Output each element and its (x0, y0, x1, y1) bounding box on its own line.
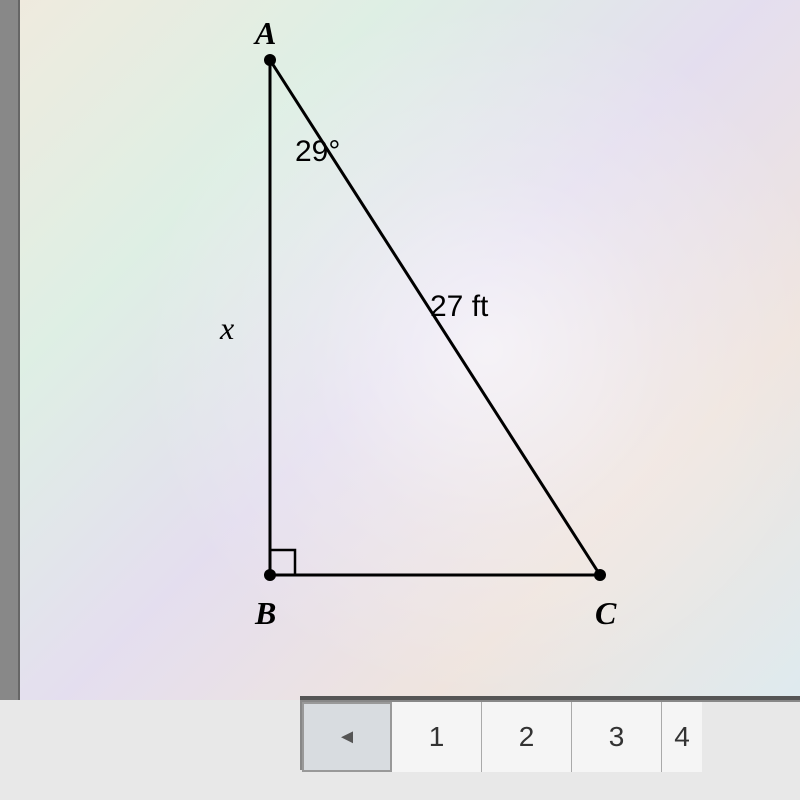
vertex-label-c: C (595, 595, 616, 632)
page-1-button[interactable]: 1 (392, 702, 482, 772)
diagram-container: A B C 29° x 27 ft (20, 0, 800, 700)
left-panel-border (0, 0, 20, 700)
side-ab-label: x (220, 310, 234, 347)
prev-icon: ◄ (337, 726, 357, 749)
pagination-bar: ◄ 1 2 3 4 (300, 700, 800, 770)
vertex-b-point (264, 569, 276, 581)
page-3-button[interactable]: 3 (572, 702, 662, 772)
vertex-a-point (264, 54, 276, 66)
vertex-label-a: A (255, 15, 276, 52)
side-ac-label: 27 ft (430, 290, 488, 324)
vertex-c-point (594, 569, 606, 581)
triangle-diagram (20, 0, 800, 700)
vertex-label-b: B (255, 595, 276, 632)
page-4-button[interactable]: 4 (662, 702, 702, 772)
angle-a-label: 29° (295, 135, 340, 169)
prev-page-button[interactable]: ◄ (302, 702, 392, 772)
page-2-button[interactable]: 2 (482, 702, 572, 772)
